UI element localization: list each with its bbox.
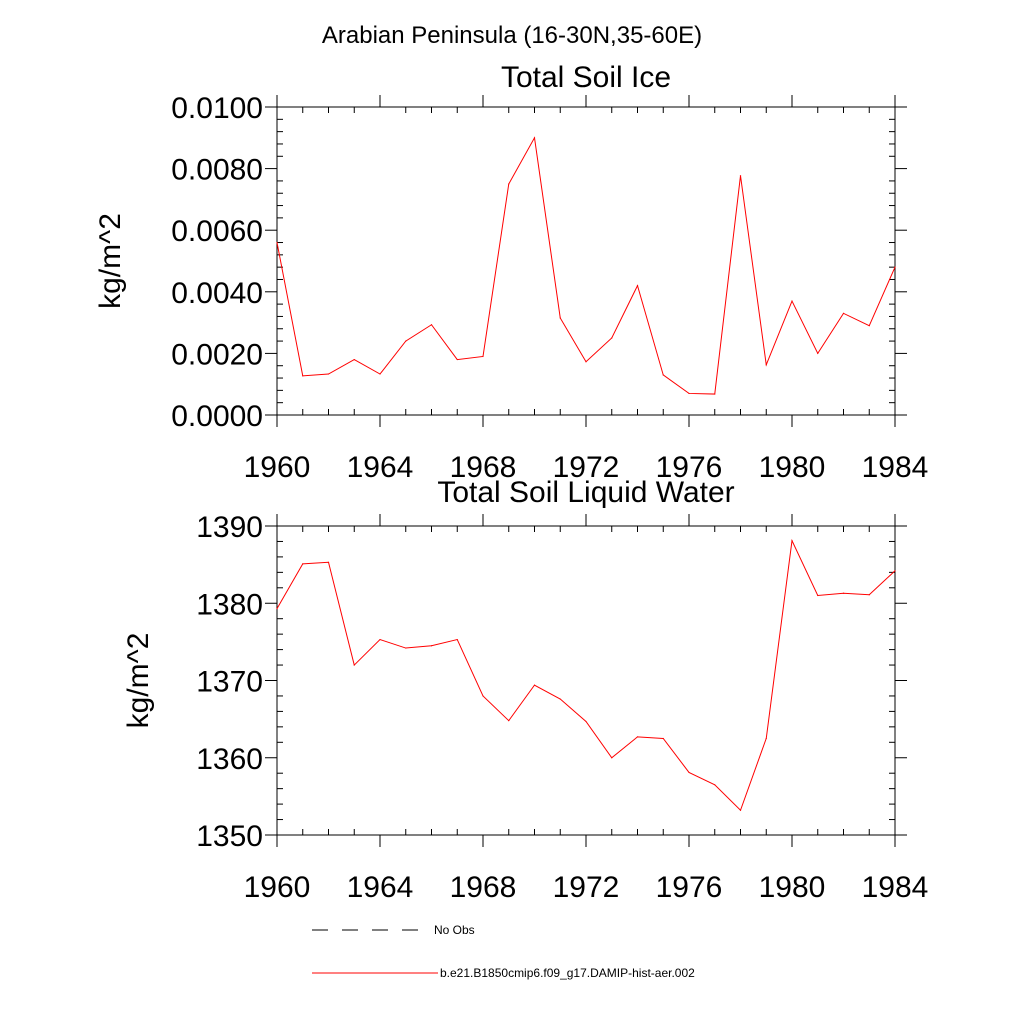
panel-0-data-point-1963 <box>353 358 355 361</box>
panel-1-y-axis-label: kg/m^2 <box>122 633 155 729</box>
panel-1-data-point-1963 <box>353 664 355 666</box>
panel-1-data-point-1974 <box>636 736 639 738</box>
panel-1-data-point-1980 <box>791 540 793 542</box>
panel-total-soil-ice: Total Soil Ice 1960 1964 1968 1972 1976 1980 19… <box>94 61 928 484</box>
panel-0-data-point-1970 <box>533 137 536 139</box>
panel-0-y-tick-label-0-0020: 0.0020 <box>171 338 263 371</box>
panel-1-data-point-1962 <box>327 561 330 563</box>
panel-0-y-tick-label-0-0080: 0.0080 <box>171 154 263 187</box>
panel-0-title: Total Soil Ice <box>501 61 671 94</box>
panel-1-data-point-1967 <box>456 638 458 641</box>
panel-1-plot-frame <box>276 525 896 836</box>
panel-0-x-tick-label-1960: 1960 <box>244 451 311 484</box>
panel-0-y-axis-label: kg/m^2 <box>94 213 127 309</box>
panel-0-y-tick-label-0-0000: 0.0000 <box>171 400 263 433</box>
panel-1-y-tick-label-1350: 1350 <box>196 820 263 853</box>
panel-0-data-point-1967 <box>456 358 458 361</box>
panel-0-x-tick-label-1980: 1980 <box>759 451 826 484</box>
panel-0-data-point-1983 <box>868 325 870 327</box>
panel-0-data-point-1977 <box>714 393 716 395</box>
panel-1-data-point-1968 <box>482 695 484 697</box>
panel-0-x-tick-label-1972: 1972 <box>553 451 620 484</box>
panel-1-data-point-1964 <box>379 638 381 641</box>
panel-1-data-point-1976 <box>688 771 690 774</box>
legend-label-model-run: b.e21.B1850cmip6.f09_g17.DAMIP-hist-aer.… <box>440 966 695 980</box>
panel-0-y-tick-label-0-0060: 0.0060 <box>171 215 263 248</box>
panel-0-data-point-1962 <box>327 373 330 375</box>
panel-0-data-point-1968 <box>482 355 484 358</box>
panel-1-title: Total Soil Liquid Water <box>437 476 734 509</box>
legend-label-no-obs: No Obs <box>434 923 475 937</box>
panel-total-soil-liquid-water: Total Soil Liquid Water 1960 1964 1968 1972 1… <box>122 476 928 904</box>
panel-0-series-line-0 <box>276 136 896 395</box>
panel-0-data-point-1960 <box>276 241 278 244</box>
panel-1-y-tick-label-1360: 1360 <box>196 743 263 776</box>
panel-1-x-tick-label-1960: 1960 <box>244 871 311 904</box>
panel-0-data-point-1974 <box>636 285 639 287</box>
panel-0-x-tick-label-1976: 1976 <box>656 451 723 484</box>
panel-0-data-point-1982 <box>842 312 845 314</box>
panel-0-data-point-1973 <box>611 337 613 339</box>
panel-1-y-tick-label-1370: 1370 <box>196 666 263 699</box>
panel-1-series-line-0 <box>276 538 896 812</box>
panel-0-data-point-1966 <box>430 324 433 326</box>
legend-entry-model-run: b.e21.B1850cmip6.f09_g17.DAMIP-hist-aer.… <box>312 966 695 980</box>
figure-title: Arabian Peninsula (16-30N,35-60E) <box>322 22 702 49</box>
panel-1-x-tick-label-1968: 1968 <box>450 871 517 904</box>
panel-1-x-tick-label-1964: 1964 <box>347 871 414 904</box>
panel-1-data-point-1977 <box>714 784 716 786</box>
panel-0-data-point-1965 <box>405 340 407 342</box>
panel-1-x-tick-label-1984: 1984 <box>862 871 929 904</box>
panel-1-data-point-1966 <box>430 645 433 647</box>
panel-0-y-tick-label-0-0040: 0.0040 <box>171 277 263 310</box>
panel-1-y-tick-label-1390: 1390 <box>196 511 263 544</box>
panel-1-data-point-1971 <box>559 698 561 700</box>
panel-0-data-point-1984 <box>894 266 896 268</box>
panel-0-data-point-1969 <box>508 183 510 185</box>
panel-1-data-point-1965 <box>405 647 407 649</box>
panel-0-x-tick-label-1968: 1968 <box>450 451 517 484</box>
panel-1-data-point-1969 <box>508 720 510 722</box>
panel-1-data-point-1960 <box>276 608 278 610</box>
panel-1-data-point-1973 <box>611 757 613 759</box>
panel-1-data-point-1978 <box>739 809 742 811</box>
panel-1-data-point-1970 <box>533 684 536 686</box>
panel-0-data-point-1979 <box>765 364 767 366</box>
panel-1-data-point-1983 <box>868 594 870 596</box>
panel-1-x-tick-label-1976: 1976 <box>656 871 723 904</box>
panel-0-data-point-1978 <box>739 175 742 177</box>
panel-0-data-point-1964 <box>379 373 381 375</box>
panel-0-x-tick-label-1964: 1964 <box>347 451 414 484</box>
panel-1-data-point-1982 <box>842 592 845 594</box>
panel-0-data-point-1976 <box>688 392 690 395</box>
panel-1-data-point-1961 <box>302 563 304 565</box>
panel-0-data-point-1971 <box>559 317 561 319</box>
panel-1-data-point-1972 <box>585 720 587 723</box>
panel-1-data-point-1975 <box>662 737 664 740</box>
legend-entry-no-obs: No Obs <box>312 923 475 937</box>
panel-1-x-tick-label-1980: 1980 <box>759 871 826 904</box>
panel-1-x-tick-label-1972: 1972 <box>553 871 620 904</box>
panel-0-data-point-1981 <box>817 352 819 354</box>
panel-0-data-point-1975 <box>662 374 664 376</box>
legend: No Obs b.e21.B1850cmip6.f09_g17.DAMIP-hi… <box>312 923 695 980</box>
panel-1-data-point-1984 <box>894 570 896 572</box>
panel-0-y-tick-label-0-0100: 0.0100 <box>171 92 263 125</box>
panel-1-data-point-1979 <box>765 737 767 740</box>
panel-1-data-point-1981 <box>817 594 819 597</box>
panel-1-y-tick-label-1380: 1380 <box>196 588 263 621</box>
panel-0-data-point-1961 <box>302 375 304 377</box>
panel-0-x-tick-label-1984: 1984 <box>862 451 929 484</box>
panel-0-data-point-1980 <box>791 300 793 302</box>
panel-0-data-point-1972 <box>585 361 587 363</box>
